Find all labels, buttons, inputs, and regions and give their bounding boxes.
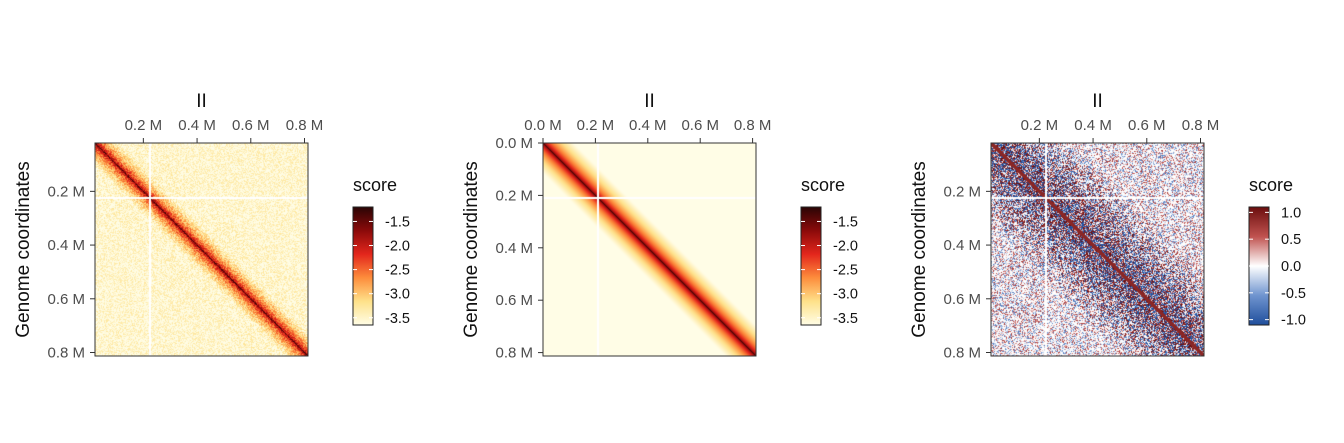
x-tick-label: 0.4 M: [1074, 117, 1112, 134]
legend-label: -3.5: [385, 311, 410, 327]
y-axis-label: Genome coordinates: [909, 161, 930, 337]
legend-label: 1.0: [1281, 205, 1301, 221]
y-axis-label: Genome coordinates: [13, 161, 34, 337]
y-tick-label: 0.8 M: [943, 345, 981, 362]
heatmap-panel-expected: II 0.0 M 0.2 M 0.4 M 0.6 M 0.8 M 0.0 M 0.2 M 0.4…: [461, 91, 858, 362]
y-tick-label: 0.2 M: [47, 183, 85, 200]
legend-title: score: [353, 175, 397, 195]
y-tick-label: 0.6 M: [47, 291, 85, 308]
x-tick-label: 0.2 M: [577, 117, 615, 134]
y-tick-label: 0.0 M: [495, 135, 533, 152]
y-tick-label: 0.6 M: [943, 291, 981, 308]
panel-title: II: [1092, 91, 1103, 112]
legend-title: score: [801, 175, 845, 195]
plot-frame: [542, 142, 757, 357]
legend-label: -2.0: [833, 239, 858, 255]
x-tick-label: 0.2 M: [1021, 117, 1059, 134]
y-tick-label: 0.6 M: [495, 292, 533, 309]
legend-label: -1.5: [833, 214, 858, 230]
legend-label: -3.0: [833, 287, 858, 303]
legend-colorbar: [352, 206, 374, 326]
y-tick-label: 0.4 M: [495, 240, 533, 257]
legend-label: -1.5: [385, 214, 410, 230]
heatmap-panel-observed-over-expected: II 0.2 M 0.4 M 0.6 M 0.8 M 0.2 M 0.4 M 0.6 M 0.8…: [909, 91, 1306, 362]
legend-label: 0.0: [1281, 259, 1301, 275]
heatmap-panel-observed: II 0.2 M 0.4 M 0.6 M 0.8 M 0.2 M 0.4 M 0.6 M 0.8…: [13, 91, 410, 362]
legend-label: -0.5: [1281, 286, 1306, 302]
y-tick-label: 0.8 M: [495, 345, 533, 362]
x-tick-label: 0.8 M: [1182, 117, 1220, 134]
x-tick-label: 0.6 M: [1128, 117, 1166, 134]
plot-frame: [990, 142, 1205, 357]
x-tick-label: 0.6 M: [681, 117, 719, 134]
x-tick-label: 0.8 M: [286, 117, 324, 134]
legend-label: -3.5: [833, 311, 858, 327]
panel-title: II: [644, 91, 655, 112]
y-tick-label: 0.4 M: [943, 237, 981, 254]
legend-label: -3.0: [385, 287, 410, 303]
x-tick-label: 0.0 M: [524, 117, 562, 134]
x-tick-label: 0.2 M: [125, 117, 163, 134]
legend-label: -2.5: [833, 263, 858, 279]
y-tick-label: 0.4 M: [47, 237, 85, 254]
x-tick-label: 0.6 M: [232, 117, 270, 134]
panel-title: II: [196, 91, 207, 112]
x-tick-label: 0.4 M: [629, 117, 667, 134]
legend-label: -1.0: [1281, 313, 1306, 329]
legend-label: -2.5: [385, 263, 410, 279]
heatmap-matrix: [95, 143, 308, 356]
y-tick-label: 0.2 M: [495, 187, 533, 204]
x-tick-label: 0.8 M: [734, 117, 772, 134]
color-legend: score 1.0 0.5 0.0 -0.5 -1.0: [1248, 175, 1306, 329]
y-axis-label: Genome coordinates: [461, 161, 482, 337]
legend-label: 0.5: [1281, 232, 1301, 248]
heatmap-matrix: [991, 143, 1204, 356]
x-tick-label: 0.4 M: [178, 117, 216, 134]
legend-colorbar: [800, 206, 822, 326]
legend-label: -2.0: [385, 239, 410, 255]
y-tick-label: 0.2 M: [943, 183, 981, 200]
y-tick-label: 0.8 M: [47, 345, 85, 362]
color-legend: score -1.5 -2.0 -2.5 -3.0 -3.5: [352, 175, 410, 327]
color-legend: score -1.5 -2.0 -2.5 -3.0 -3.5: [800, 175, 858, 327]
plot-frame: [94, 142, 309, 357]
heatmap-matrix: [543, 143, 756, 356]
legend-title: score: [1249, 175, 1293, 195]
